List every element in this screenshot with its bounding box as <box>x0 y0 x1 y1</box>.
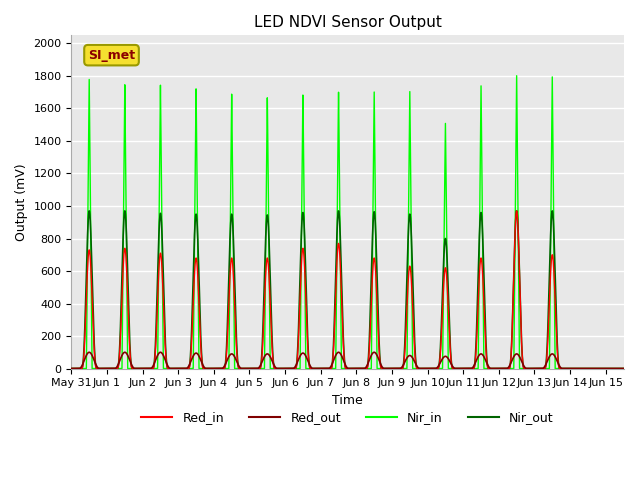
Y-axis label: Output (mV): Output (mV) <box>15 163 28 241</box>
Text: SI_met: SI_met <box>88 48 135 61</box>
X-axis label: Time: Time <box>332 394 363 407</box>
Title: LED NDVI Sensor Output: LED NDVI Sensor Output <box>253 15 442 30</box>
Legend: Red_in, Red_out, Nir_in, Nir_out: Red_in, Red_out, Nir_in, Nir_out <box>136 406 559 429</box>
